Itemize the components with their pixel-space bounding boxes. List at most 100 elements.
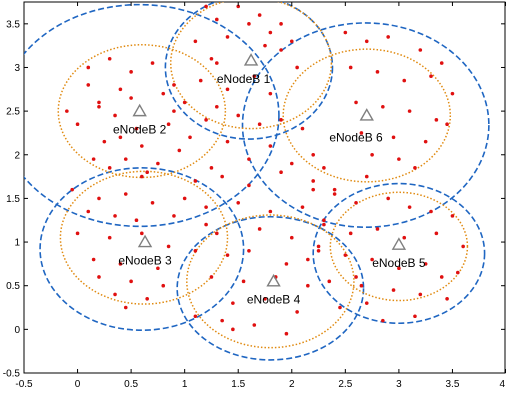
outer-coverage-circle [176,215,365,361]
user-point [225,139,230,144]
y-tick-label: 3 [14,63,20,74]
user-point [188,135,192,140]
user-point [300,205,305,209]
user-point [150,61,155,65]
user-point [204,4,208,9]
user-point [86,209,91,214]
user-point [209,56,214,61]
user-point [97,104,101,109]
user-point [193,314,198,319]
user-point [156,266,160,271]
x-tick-label: -0.5 [15,379,33,390]
base-station-label: eNodeB 2 [113,122,167,136]
user-point [220,174,224,179]
user-point [134,218,139,223]
user-point [391,288,396,292]
user-point [140,144,144,148]
base-station-marker [137,234,153,248]
y-tick-label: -0.5 [3,369,21,380]
user-point [182,196,187,201]
user-point [241,279,246,284]
user-point [140,231,144,236]
user-point [343,30,348,35]
user-point [359,131,364,135]
y-axis: -0.5 0 0.5 1 1.5 2 2.5 3 3.5 [3,19,505,380]
user-point [166,244,171,249]
user-point [247,183,251,188]
base-station-label: eNodeB 1 [217,72,271,86]
user-point [364,174,369,179]
user-point [129,96,133,100]
user-point [123,305,128,310]
y-tick-label: 0.5 [6,281,20,292]
user-point [161,91,166,96]
user-point [236,4,241,9]
x-tick-label: 4 [499,379,505,390]
user-point [375,70,380,74]
user-point [91,257,96,262]
user-point [97,196,101,201]
user-point [316,248,321,253]
user-point [247,157,251,161]
user-point [332,192,337,196]
user-point [70,187,74,192]
user-point [113,292,117,297]
user-point [156,161,160,166]
base-station-label: eNodeB 5 [372,256,426,270]
user-point [284,262,289,266]
user-point [177,148,182,153]
user-point [107,235,112,240]
y-tick-label: 0 [14,325,20,336]
outer-coverage-circles [24,2,490,361]
base-station-marker [359,108,374,121]
user-point [423,139,428,144]
user-point [332,187,337,192]
inner-coverage-circle [57,44,227,179]
x-tick-label: 0.5 [124,379,138,390]
user-point [97,100,101,105]
user-point [381,104,385,109]
user-point [225,35,230,39]
user-point [445,122,449,127]
user-point [429,74,433,78]
user-point [118,135,123,140]
user-point [75,231,80,236]
user-point [354,200,358,205]
y-tick-label: 2 [14,150,20,161]
user-point [386,196,390,201]
inner-coverage-circle [170,2,333,130]
user-point [364,39,369,44]
user-point [354,275,358,279]
user-point [402,78,407,83]
user-point [289,161,294,166]
user-point [375,227,380,231]
user-point [247,22,251,26]
outer-coverage-circle [164,2,334,140]
user-point [215,17,219,22]
user-point [263,297,267,301]
user-point [456,270,460,275]
user-point [204,118,208,122]
user-point [193,39,198,44]
user-point [215,104,219,109]
user-point [209,275,214,279]
user-point [107,56,112,61]
user-point [289,39,294,44]
user-point [354,100,358,105]
user-point [279,48,283,52]
user-point [134,126,139,131]
user-point [268,209,273,214]
user-point [172,83,176,87]
user-point [252,74,257,78]
user-point [118,262,123,266]
user-point [306,283,310,288]
base-station-marker [243,53,259,66]
user-point [166,122,171,127]
user-point [439,61,444,65]
user-point [284,331,289,336]
user-point [461,244,465,249]
user-point [129,279,133,284]
base-station-label: eNodeB 4 [247,293,301,307]
user-point [450,214,455,218]
user-point [397,157,401,161]
